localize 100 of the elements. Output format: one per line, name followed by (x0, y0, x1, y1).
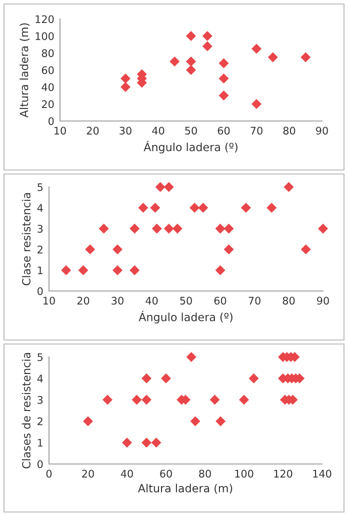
point (130, 265, 140, 276)
y-tick-label: 4 (37, 204, 43, 212)
point (300, 52, 311, 62)
x-tick-label: 90 (317, 296, 329, 305)
point (61, 265, 72, 276)
x-tick-label: 70 (250, 126, 262, 135)
point (248, 373, 259, 384)
point (112, 244, 123, 254)
x-axis-title: Ángulo ladera (º) (138, 310, 232, 324)
point (102, 394, 113, 405)
y-tick-label: 3 (38, 224, 43, 233)
y-tick-label: 60 (42, 66, 54, 74)
point (141, 394, 152, 405)
x-tick-label: 60 (218, 126, 230, 135)
point (202, 41, 212, 52)
y-axis-title: Clase resistencia (22, 193, 30, 286)
point (122, 438, 132, 448)
point (164, 224, 174, 234)
x-tick-label: 80 (282, 296, 295, 305)
point (202, 30, 212, 42)
point (170, 56, 180, 67)
point (164, 182, 174, 192)
point (85, 244, 96, 254)
point (300, 244, 311, 254)
point (130, 224, 140, 234)
point (186, 352, 196, 362)
point (82, 416, 94, 426)
x-tick-label: 20 (86, 126, 99, 135)
point (186, 56, 196, 67)
x-tick-label: 70 (248, 296, 260, 305)
x-tick-label: 10 (44, 296, 55, 305)
point (240, 202, 251, 213)
point (215, 265, 226, 276)
y-tick-label: 2 (38, 246, 42, 254)
y-tick-label: 1 (38, 438, 42, 447)
point (190, 416, 200, 426)
x-axis-title: Altura ladera (m) (138, 484, 232, 494)
point (120, 73, 131, 84)
point (141, 373, 152, 384)
x-tick-label: 50 (185, 126, 197, 135)
point (155, 182, 166, 192)
point (210, 394, 220, 405)
x-tick-label: 140 (313, 470, 332, 478)
x-tick-label: 60 (160, 470, 172, 478)
point (186, 30, 196, 42)
y-tick-label: 120 (36, 15, 54, 24)
point (160, 373, 172, 384)
point (266, 202, 277, 213)
x-tick-label: 80 (199, 470, 211, 478)
x-tick-label: 40 (146, 296, 158, 305)
point (98, 224, 109, 234)
point (141, 438, 152, 448)
point (151, 438, 162, 448)
point (112, 265, 123, 276)
x-axis-title: Ángulo ladera (º) (144, 140, 238, 154)
point (284, 182, 294, 192)
y-tick-label: 2 (38, 417, 42, 426)
point (251, 98, 262, 110)
y-tick-label: 5 (38, 353, 43, 362)
point (186, 64, 196, 76)
y-tick-label: 20 (42, 100, 54, 108)
x-tick-label: 40 (120, 470, 133, 478)
x-tick-label: 40 (152, 126, 164, 135)
point (251, 44, 262, 54)
y-tick-label: 0 (48, 117, 54, 126)
point (218, 73, 229, 84)
y-tick-label: 40 (42, 83, 54, 92)
y-axis-title: Clases de resistencia (22, 352, 30, 468)
point (224, 224, 234, 234)
point (318, 224, 328, 234)
x-tick-label: 30 (112, 296, 124, 305)
y-tick-label: 80 (42, 49, 54, 58)
y-tick-label: 1 (38, 266, 42, 274)
y-tick-label: 5 (38, 183, 43, 192)
x-tick-label: 120 (274, 470, 292, 478)
y-tick-label: 100 (36, 32, 54, 40)
y-axis-title: Altura ladera (m) (20, 23, 30, 118)
point (215, 224, 226, 234)
y-tick-label: 3 (38, 396, 43, 404)
x-tick-label: 60 (214, 296, 226, 305)
x-tick-label: 50 (180, 296, 192, 305)
point (218, 58, 229, 68)
x-tick-label: 20 (77, 296, 90, 305)
point (138, 202, 148, 213)
point (120, 82, 131, 92)
x-tick-label: 30 (120, 126, 132, 135)
x-tick-label: 20 (82, 470, 94, 478)
x-tick-label: 80 (283, 126, 296, 135)
x-tick-label: 100 (235, 470, 254, 478)
point (216, 416, 226, 426)
point (224, 244, 234, 254)
x-tick-label: 10 (54, 126, 66, 135)
point (132, 394, 142, 405)
point (268, 52, 278, 62)
point (150, 202, 160, 213)
point (190, 202, 200, 213)
point (238, 394, 250, 405)
point (218, 90, 229, 101)
y-tick-label: 0 (38, 460, 43, 468)
y-tick-label: 4 (37, 374, 43, 382)
